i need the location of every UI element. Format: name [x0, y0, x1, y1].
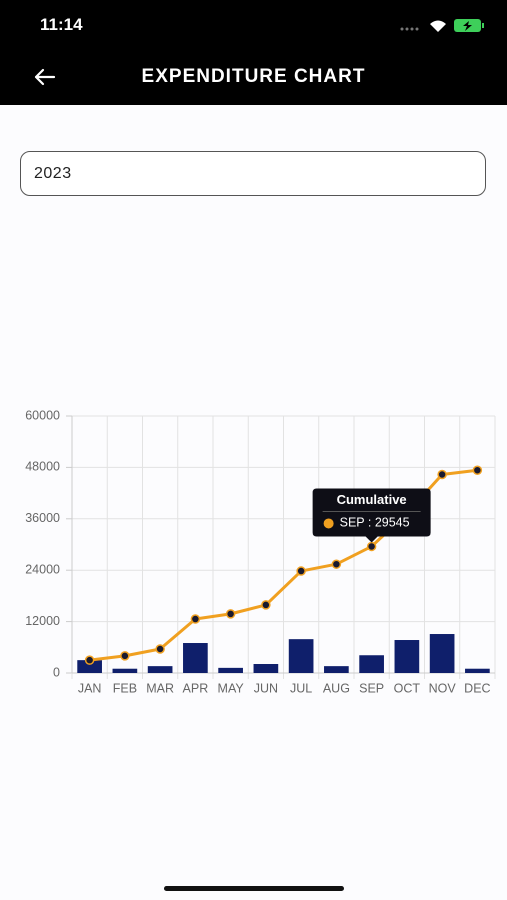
bar	[324, 666, 349, 673]
year-input[interactable]: 2023	[20, 151, 486, 196]
x-tick-label: JUN	[254, 681, 278, 695]
x-tick-label: JAN	[78, 681, 102, 695]
x-tick-label: JUL	[290, 681, 312, 695]
line-point	[331, 559, 342, 569]
line-point	[84, 655, 95, 665]
y-tick-label: 60000	[25, 408, 60, 422]
bar	[253, 664, 279, 673]
tooltip-box	[312, 488, 431, 543]
x-tick-label: MAY	[218, 681, 245, 695]
bar	[218, 667, 243, 673]
tooltip-swatch	[323, 518, 334, 529]
line-point	[155, 644, 165, 654]
bar	[394, 640, 420, 673]
tooltip-text: SEP : 29545	[340, 516, 410, 530]
line-point	[472, 465, 483, 475]
bar	[147, 666, 173, 673]
status-icons	[400, 19, 484, 32]
line-point	[190, 614, 201, 624]
y-tick-label: 0	[53, 665, 60, 679]
line-point	[437, 469, 447, 480]
x-tick-label: APR	[183, 681, 209, 695]
line-point	[366, 541, 377, 552]
x-tick-label: SEP	[359, 681, 384, 695]
y-tick-label: 24000	[25, 562, 60, 576]
back-button[interactable]	[34, 68, 56, 86]
home-indicator	[164, 886, 344, 891]
tooltip: Cumulative SEP : 29545	[312, 488, 431, 543]
y-tick-label: 48000	[25, 460, 60, 474]
bar	[359, 655, 384, 673]
line-point	[296, 566, 306, 576]
x-tick-label: FEB	[113, 681, 137, 695]
bar	[77, 660, 102, 673]
bar	[429, 634, 455, 673]
x-tick-label: NOV	[429, 681, 457, 695]
bar	[112, 668, 138, 673]
tooltip-title: Cumulative	[337, 492, 407, 507]
y-tick-label: 36000	[25, 511, 60, 525]
page-title: EXPENDITURE CHART	[141, 66, 366, 87]
line-point	[225, 609, 236, 619]
status-time: 11:14	[40, 15, 83, 34]
x-tick-label: OCT	[394, 681, 421, 695]
line-point	[261, 600, 271, 610]
y-tick-label: 12000	[25, 614, 60, 628]
bar	[288, 639, 314, 673]
x-tick-label: AUG	[323, 681, 350, 695]
bar	[465, 668, 490, 673]
bar	[183, 643, 208, 673]
x-tick-label: MAR	[146, 681, 174, 695]
x-tick-label: DEC	[464, 681, 490, 695]
top-bar: 11:14 EXPENDITURE CHART	[0, 0, 507, 105]
line-point	[120, 651, 130, 661]
